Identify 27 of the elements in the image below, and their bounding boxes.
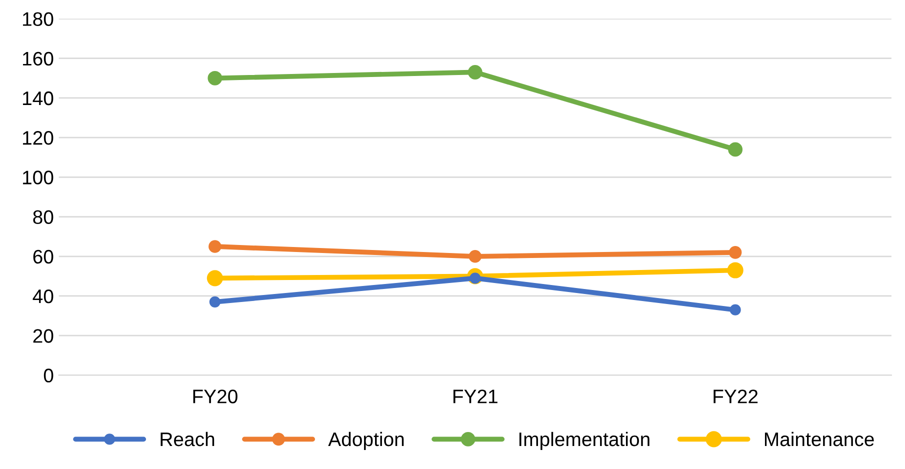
y-tick-label: 100 bbox=[23, 170, 54, 184]
y-tick-label: 0 bbox=[44, 368, 54, 382]
legend-label: Maintenance bbox=[764, 432, 874, 446]
y-tick-label: 120 bbox=[23, 131, 54, 145]
y-tick-label: 80 bbox=[33, 210, 54, 224]
point bbox=[468, 250, 482, 263]
y-tick-label: 40 bbox=[32, 289, 54, 304]
point bbox=[728, 142, 743, 157]
y-tick-label: 20 bbox=[33, 329, 54, 343]
y-tick-label: 140 bbox=[23, 91, 54, 106]
y-tick-label: 160 bbox=[23, 52, 54, 66]
point bbox=[727, 262, 744, 278]
x-tick-label: FY22 bbox=[714, 390, 758, 404]
legend-label: Adoption bbox=[328, 432, 404, 450]
y-tick-label: 60 bbox=[33, 250, 54, 264]
point bbox=[208, 70, 222, 86]
x-tick-label: FY21 bbox=[453, 390, 498, 404]
point bbox=[208, 240, 222, 253]
y-tick-label: 180 bbox=[23, 12, 54, 26]
legend-label: Implementation bbox=[519, 432, 650, 450]
legend-label: Reach bbox=[160, 432, 214, 446]
point bbox=[468, 65, 482, 80]
point bbox=[730, 304, 741, 316]
point bbox=[209, 296, 220, 308]
point bbox=[206, 270, 223, 286]
x-tick-label: FY20 bbox=[193, 390, 238, 404]
point bbox=[728, 246, 742, 259]
